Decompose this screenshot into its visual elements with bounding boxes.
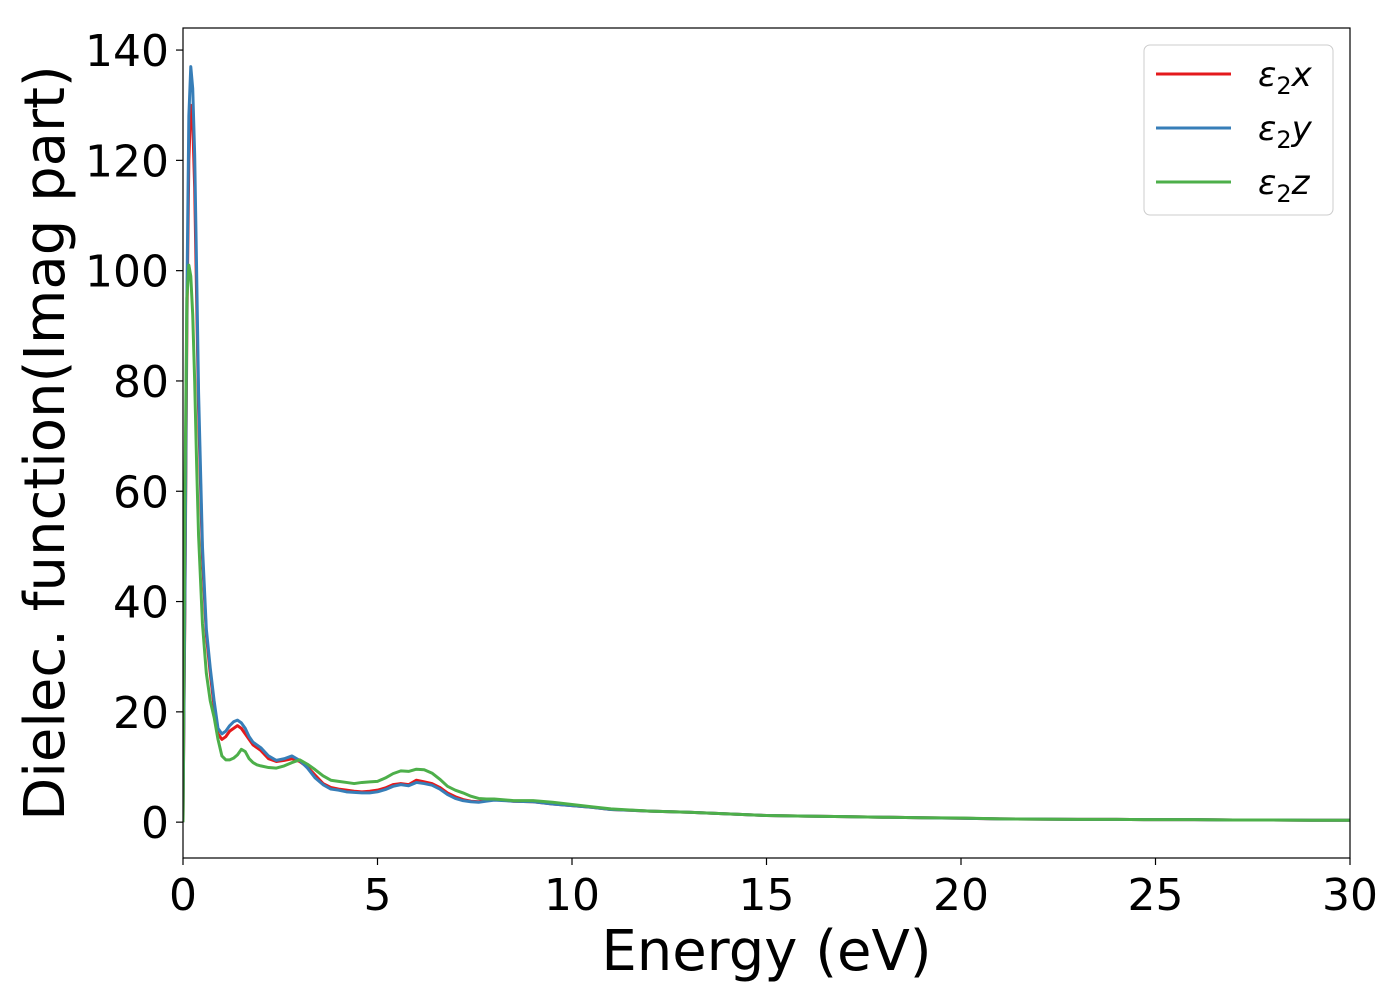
y-axis: 0 20 40 60 80 100 120 140: [85, 26, 183, 849]
y-tick-label: 140: [85, 26, 169, 77]
legend-label-x: ε2x: [1258, 55, 1313, 100]
x-tick-label: 30: [1322, 870, 1378, 921]
legend-label-z: ε2z: [1258, 163, 1311, 208]
y-tick-label: 40: [113, 578, 169, 629]
y-tick-label: 20: [113, 688, 169, 739]
y-axis-title: Dielec. function(Imag part): [13, 65, 78, 821]
legend-box: [1143, 44, 1334, 216]
x-tick-label: 20: [933, 870, 989, 921]
legend: ε2x ε2y ε2z: [1143, 44, 1334, 216]
y-tick-label: 120: [85, 136, 169, 187]
x-tick-label: 25: [1128, 870, 1184, 921]
x-axis: 0 5 10 15 20 25 30: [169, 858, 1378, 921]
x-tick-label: 10: [544, 870, 600, 921]
x-tick-label: 0: [169, 870, 197, 921]
x-axis-title: Energy (eV): [601, 919, 931, 984]
y-tick-label: 100: [85, 247, 169, 298]
series-lines: [183, 65, 1350, 823]
x-tick-label: 5: [364, 870, 392, 921]
legend-label-y: ε2y: [1258, 109, 1313, 154]
y-tick-label: 80: [113, 357, 169, 408]
y-tick-label: 60: [113, 467, 169, 518]
y-tick-label: 0: [141, 798, 169, 849]
series-line-z: [183, 263, 1350, 823]
x-tick-label: 15: [739, 870, 795, 921]
